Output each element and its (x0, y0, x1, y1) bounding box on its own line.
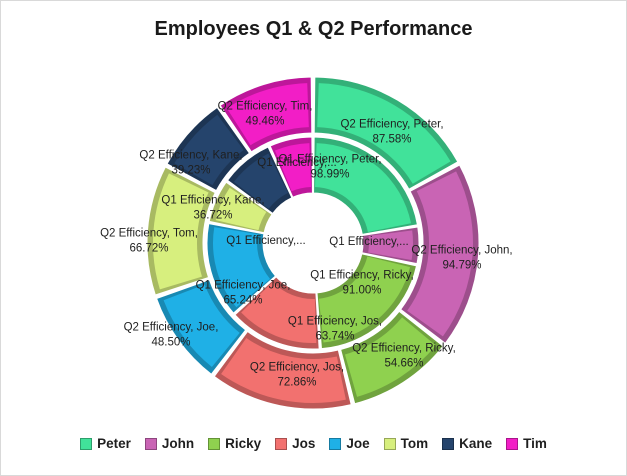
legend-item-jos: Jos (275, 436, 315, 451)
inner-ring-data-label: Q1 Efficiency,... (257, 157, 336, 169)
legend-label: Jos (292, 436, 316, 451)
inner-ring-data-label: Q1 Efficiency, Peter, 98.99% (278, 154, 381, 181)
legend-item-ricky: Ricky (208, 436, 261, 451)
inner-ring-face-john (368, 230, 414, 261)
legend-label: Tim (523, 436, 547, 451)
outer-ring-data-label: Q2 Efficiency, Peter, 87.58% (340, 119, 443, 146)
outer-ring-data-label: Q2 Efficiency, Tim, 49.46% (218, 101, 313, 128)
outer-ring-data-label: Q2 Efficiency, Tom, 66.72% (100, 228, 198, 255)
legend-label: Kane (459, 436, 493, 451)
legend-item-tim: Tim (506, 436, 547, 451)
outer-ring-face-joe (163, 284, 240, 368)
outer-ring-data-label: Q2 Efficiency, Kane, 39.23% (139, 150, 242, 177)
outer-ring-face-ricky (344, 317, 436, 397)
legend-swatch (144, 437, 157, 450)
outer-ring-data-label: Q2 Efficiency, John, 94.79% (411, 245, 512, 272)
legend-item-john: John (144, 436, 195, 451)
inner-ring-data-label: Q1 Efficiency,... (226, 235, 305, 247)
inner-ring-face-joe (213, 227, 271, 308)
inner-ring-data-label: Q1 Efficiency,... (329, 236, 408, 248)
outer-ring-data-label: Q2 Efficiency, Joe, 48.50% (124, 322, 219, 349)
inner-ring-face-jos (241, 281, 317, 343)
legend-swatch (80, 437, 93, 450)
legend-swatch (442, 437, 455, 450)
inner-ring-data-label: Q1 Efficiency, Joe, 65.24% (196, 280, 291, 307)
legend-label: Ricky (225, 436, 262, 451)
inner-ring-face-kane (233, 153, 289, 209)
doughnut-chart: Q1 Efficiency, Peter, 98.99%Q1 Efficiency… (100, 76, 513, 410)
legend-swatch (329, 437, 342, 450)
legend: Peter John Ricky Jos Joe Tom Kane Tim (0, 436, 627, 451)
legend-item-kane: Kane (442, 436, 492, 451)
inner-ring-face-peter (315, 143, 412, 232)
legend-label: Peter (97, 436, 131, 451)
inner-ring-data-label: Q1 Efficiency, Kane, 36.72% (161, 195, 264, 222)
inner-ring-data-label: Q1 Efficiency, Ricky, 91.00% (310, 270, 414, 297)
inner-ring-face-ricky (318, 256, 411, 343)
legend-swatch (506, 437, 519, 450)
outer-ring-face-jos (221, 337, 346, 403)
outer-ring-face-tim (226, 83, 309, 146)
legend-swatch (275, 437, 288, 450)
outer-ring-data-label: Q2 Efficiency, Jos, 72.86% (250, 362, 344, 389)
legend-label: John (161, 436, 195, 451)
outer-ring-face-peter (317, 83, 451, 184)
chart-title: Employees Q1 & Q2 Performance (154, 18, 473, 40)
legend-swatch (383, 437, 396, 450)
legend-item-peter: Peter (80, 436, 131, 451)
legend-item-joe: Joe (329, 436, 370, 451)
legend-label: Tom (400, 436, 429, 451)
outer-ring-face-kane (174, 114, 244, 186)
outer-ring-data-label: Q2 Efficiency, Ricky, 54.66% (352, 343, 456, 370)
legend-label: Joe (346, 436, 370, 451)
legend-swatch (208, 437, 221, 450)
inner-ring-data-label: Q1 Efficiency, Jos, 63.74% (288, 316, 382, 343)
inner-ring-face-tom (215, 187, 267, 231)
inner-ring-face-tim (274, 143, 311, 192)
outer-ring-face-tom (152, 173, 209, 290)
legend-item-tom: Tom (383, 436, 429, 451)
outer-ring-face-john (407, 171, 473, 337)
